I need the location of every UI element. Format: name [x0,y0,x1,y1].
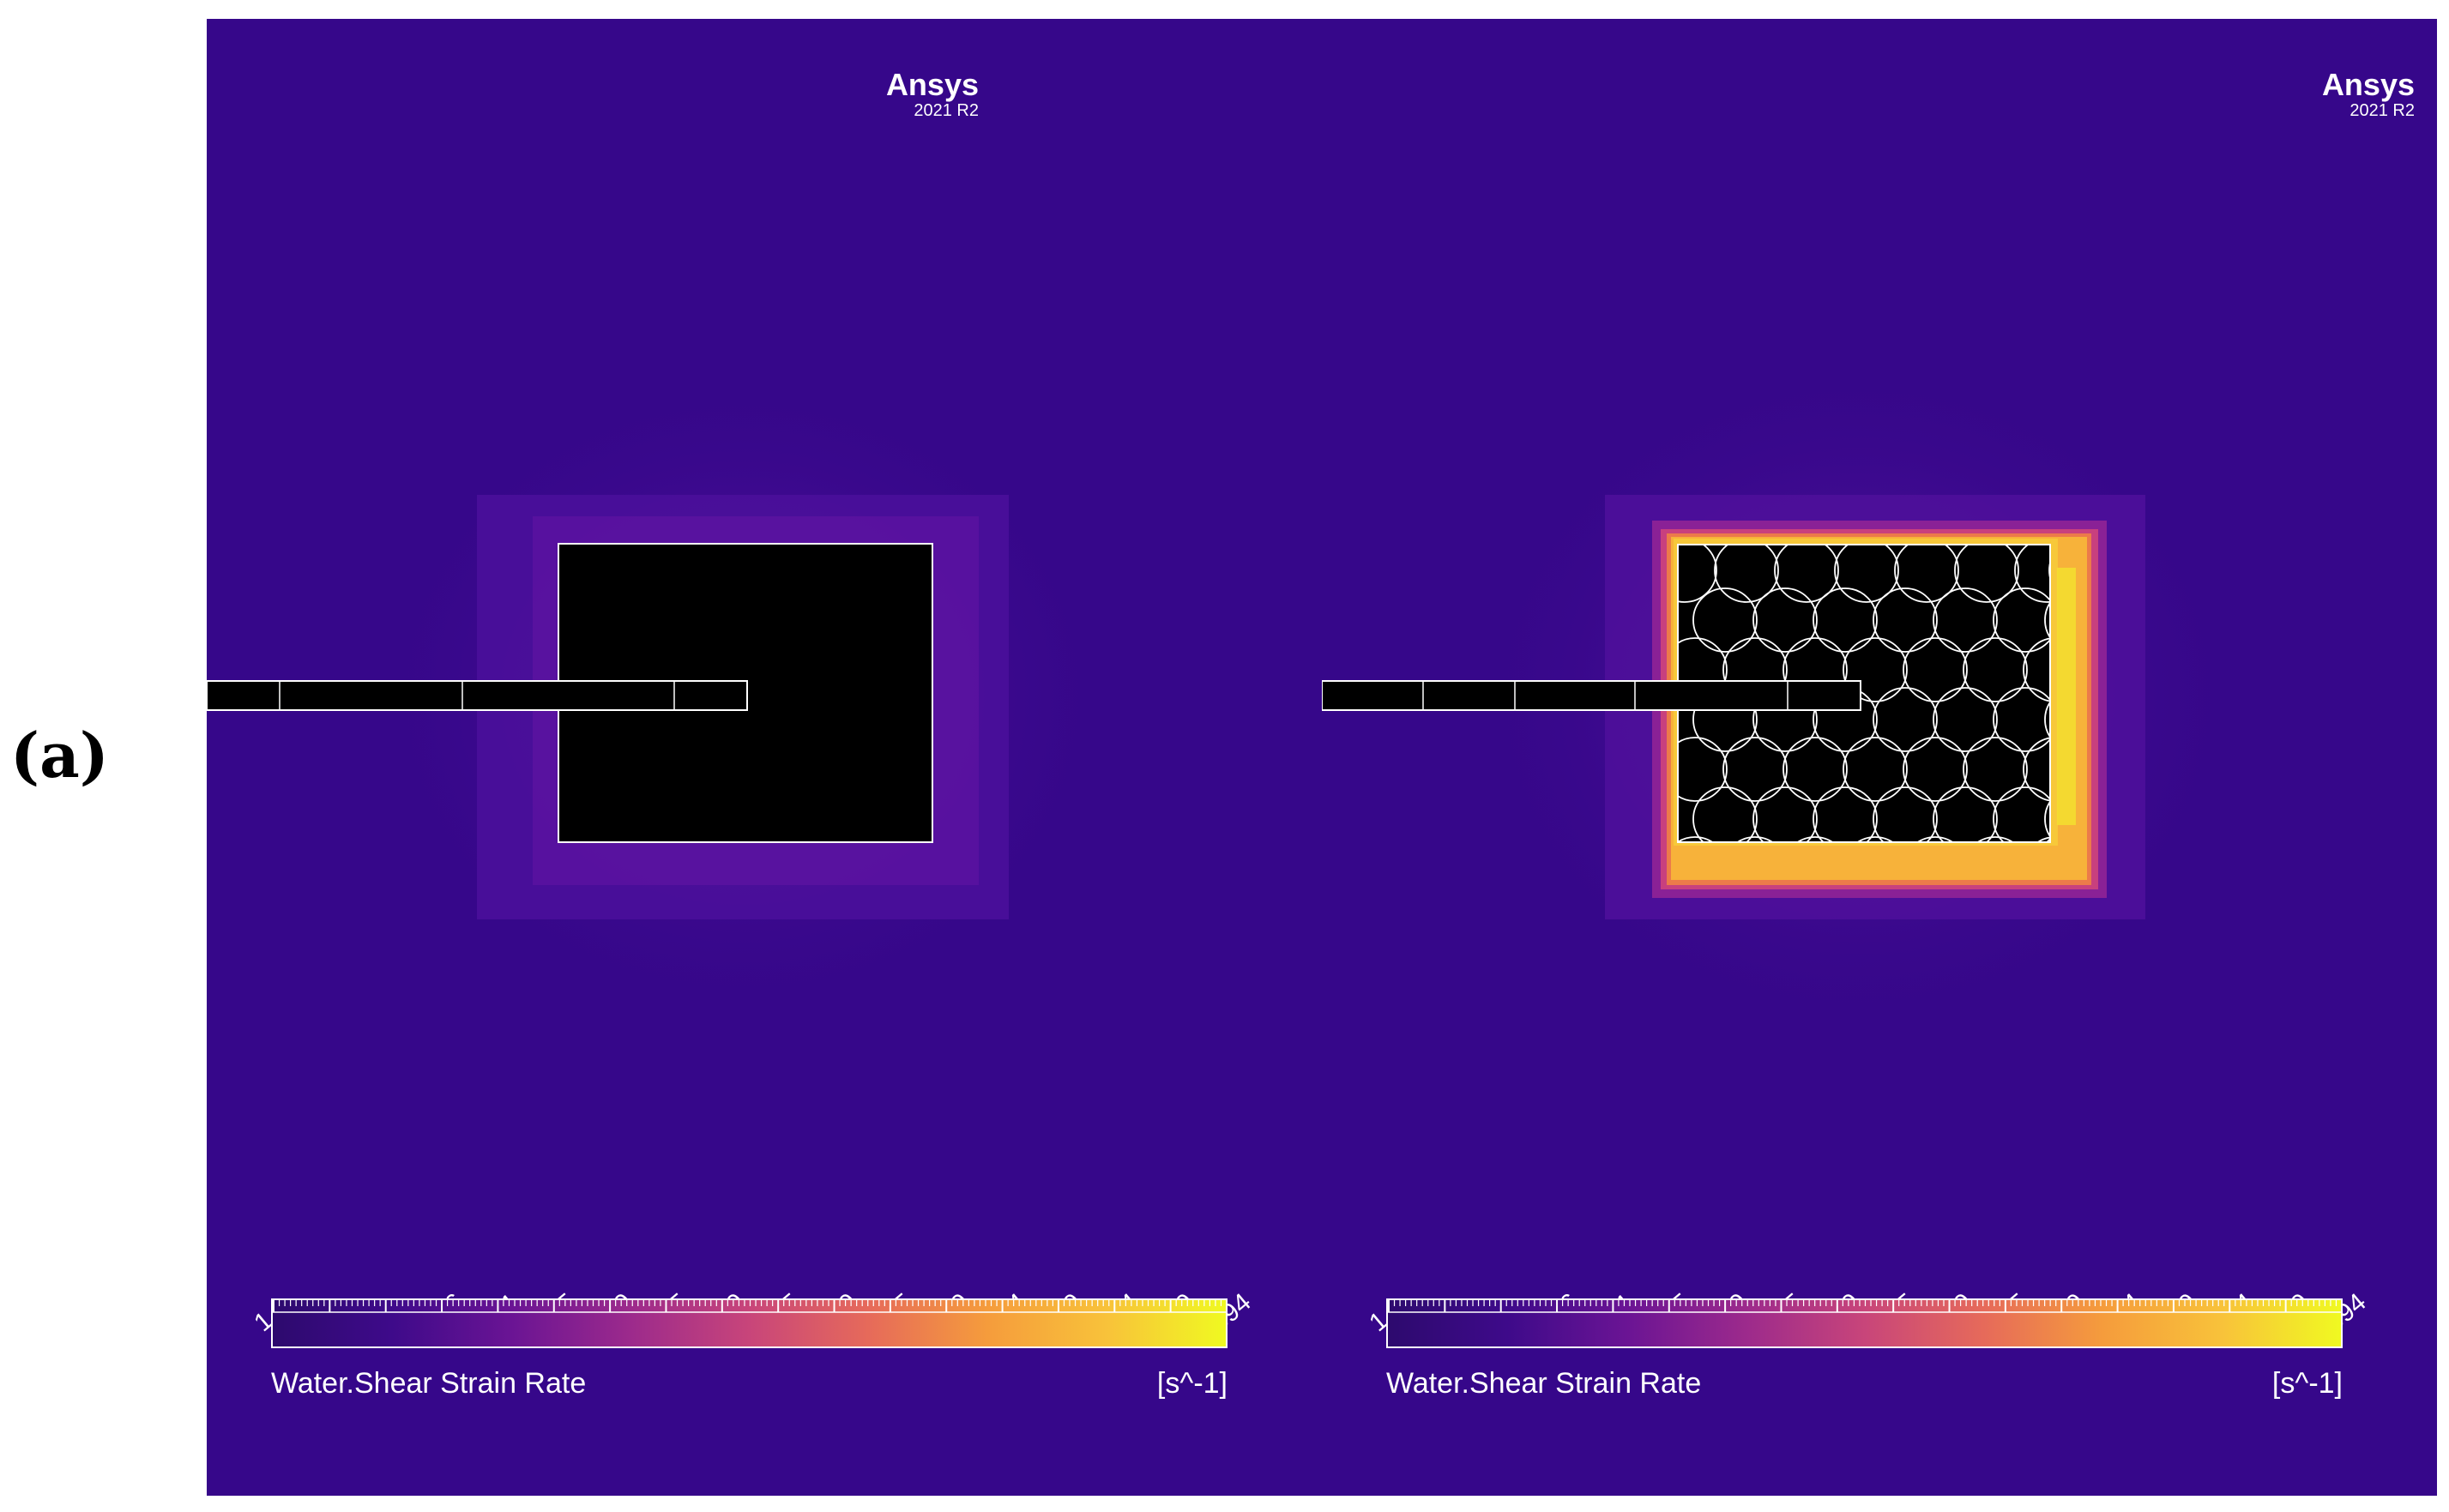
sphere [1714,545,1779,603]
colorbar-ticks [1388,1300,2341,1313]
sphere [1813,786,1878,842]
sphere [1796,836,1834,842]
sphere [1873,687,1938,752]
sphere [2023,737,2050,802]
inlet-pipe [1322,680,1861,711]
colorbar [271,1298,1228,1348]
sphere [1993,587,2050,653]
sphere [1933,687,1998,752]
sphere [1752,587,1818,653]
colorbar-gradient [1388,1300,2341,1346]
sphere [1903,737,1968,802]
legend-title: Water.Shear Strain Rate [1386,1367,1702,1400]
sphere [2048,560,2050,581]
sphere [1736,836,1774,842]
sphere [1843,737,1908,802]
sphere [1856,836,1894,842]
sphere [1678,836,1714,842]
logo-version: 2021 R2 [914,101,979,120]
sphere [1873,587,1938,653]
sphere [1774,545,1839,603]
sphere [2023,637,2050,702]
colorbar-ticks [273,1300,1226,1313]
panel-label: (a) [10,719,109,792]
sphere [1722,737,1788,802]
sphere [1894,545,1959,603]
sphere [2044,601,2050,639]
colorbar-legend: 1367110614117521024528031535038541945448… [249,1213,1257,1419]
sphere [1813,587,1878,653]
colorbar-legend: 1367110614117521024528031535038541945448… [1364,1213,2372,1419]
packed-spheres [1678,545,2050,842]
contour-view-left: Ansys 2021 R2 13671106141175210245280315… [207,19,1322,1496]
sphere [1692,587,1758,653]
sphere [2014,545,2050,603]
contour-plot [1322,19,2437,1496]
sphere [1976,836,2014,842]
sphere [1873,786,1938,842]
contour-plot [207,19,1322,1496]
legend-title: Water.Shear Strain Rate [271,1367,587,1400]
sphere [1692,786,1758,842]
sphere [1933,786,1998,842]
sphere [1834,545,1899,603]
ansys-logo: Ansys 2021 R2 [2321,67,2415,121]
sphere [1678,737,1728,802]
ansys-logo: Ansys 2021 R2 [885,67,979,121]
colorbar-gradient [273,1300,1226,1346]
sphere [2044,800,2050,838]
sphere [1963,637,2028,702]
sphere [2044,701,2050,738]
legend-unit: [s^-1] [2271,1367,2343,1400]
sphere [1963,737,2028,802]
sphere [1933,587,1998,653]
logo-brand: Ansys [2321,67,2415,102]
sphere [1993,786,2050,842]
sphere [1916,836,1954,842]
sphere [1954,545,2019,603]
sphere [1903,637,1968,702]
contour-view-right: Ansys 2021 R2 13671106141175210245280315… [1322,19,2437,1496]
sphere [1993,687,2050,752]
logo-brand: Ansys [885,67,979,102]
sphere [1843,637,1908,702]
logo-version: 2021 R2 [2349,101,2415,120]
sphere [1782,737,1848,802]
sphere [1752,786,1818,842]
inlet-pipe [207,680,748,711]
legend-unit: [s^-1] [1156,1367,1228,1400]
colorbar [1386,1298,2343,1348]
sphere [1678,545,1717,603]
